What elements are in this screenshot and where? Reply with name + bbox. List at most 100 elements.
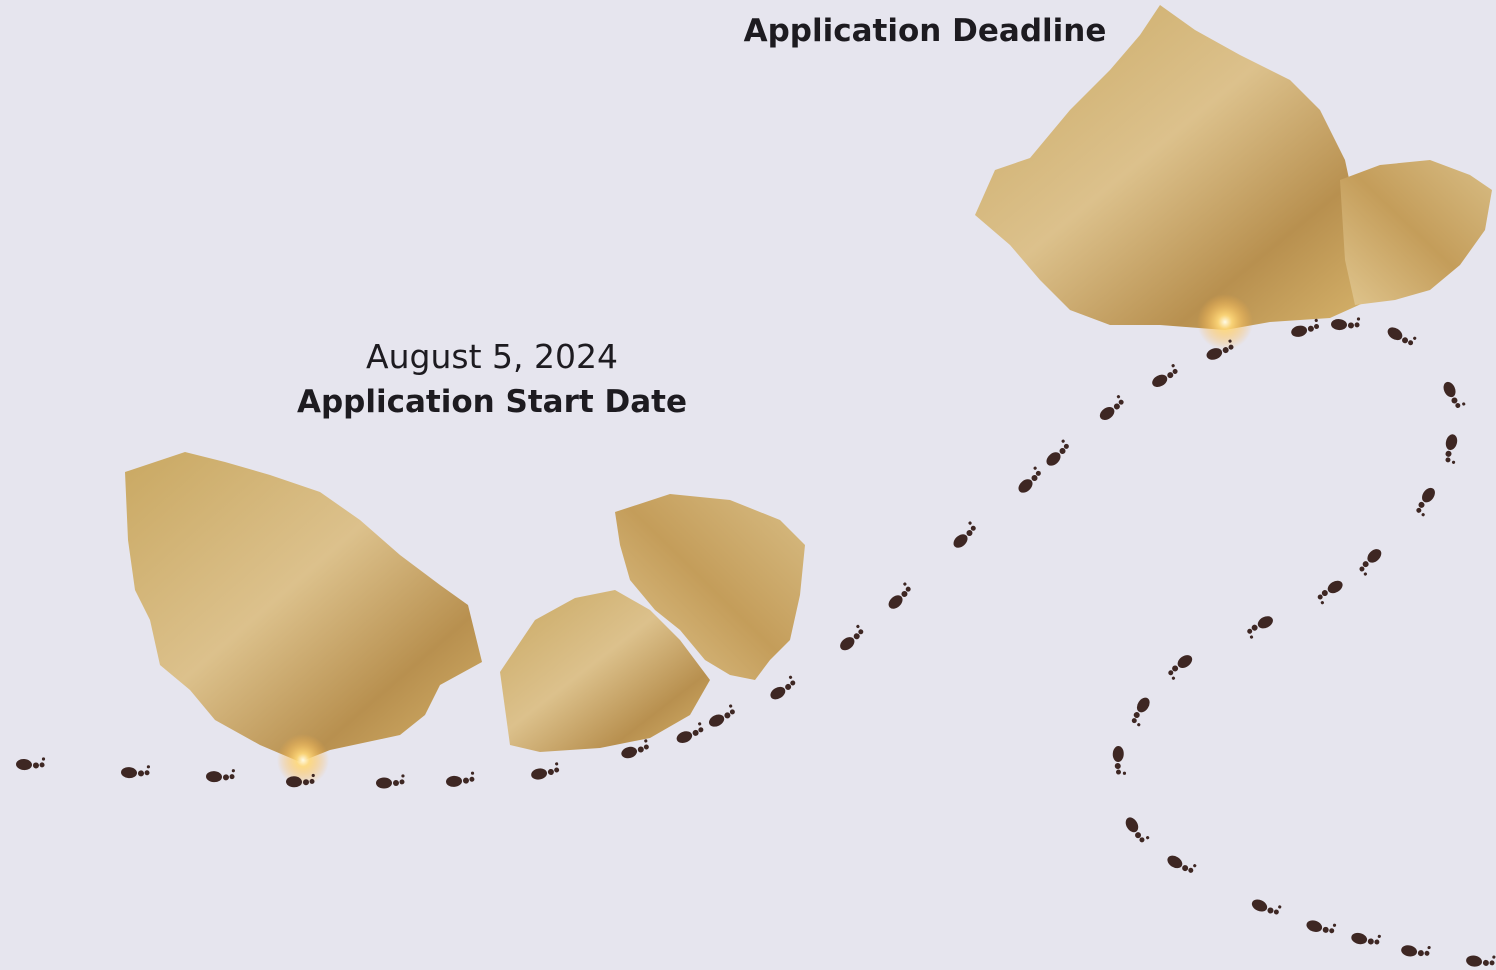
footprint (1250, 894, 1282, 919)
footprint-part (1133, 711, 1141, 719)
footprint (1165, 652, 1196, 680)
footprint-part (692, 729, 700, 737)
footprint (1165, 850, 1197, 877)
footprint-part (1363, 572, 1368, 577)
footprint-part (1427, 946, 1431, 950)
timeline-scene: August 5, 2024 Application Start Date Ap… (0, 0, 1496, 970)
footprint-part (729, 704, 733, 708)
footprint (1350, 928, 1381, 949)
footprint (376, 774, 405, 788)
footprint-part (675, 729, 694, 745)
footprint-part (698, 722, 702, 726)
footprint-part (1250, 897, 1269, 914)
footprint-part (1377, 934, 1381, 938)
footprint-part (144, 770, 149, 775)
footprint (1289, 319, 1320, 339)
footprint-part (1290, 324, 1308, 338)
footprint-part (1193, 863, 1197, 867)
footprint (706, 704, 738, 729)
footprint (1441, 379, 1466, 411)
footprint-part (1116, 769, 1121, 774)
milestone-label: Application Start Date (297, 384, 687, 420)
leaf (1340, 160, 1492, 305)
footprint (1315, 578, 1347, 605)
footprint (1123, 814, 1150, 846)
footprint-part (555, 762, 559, 766)
footprint-part (903, 582, 908, 587)
footprint (1112, 746, 1127, 775)
footprint-part (1273, 909, 1280, 916)
footprint-part (1325, 578, 1344, 596)
footprint-part (856, 624, 860, 628)
footprint-part (1320, 600, 1324, 604)
footprint (16, 755, 46, 771)
footprint (674, 722, 706, 745)
footprint-part (121, 767, 138, 779)
footprint-part (1322, 926, 1330, 934)
footprint (1331, 315, 1361, 331)
page: August 5, 2024 Application Start Date Ap… (0, 0, 1496, 970)
footprint-part (1305, 918, 1324, 933)
glow (1197, 294, 1253, 350)
footprint-part (1145, 835, 1149, 839)
footprint (1412, 485, 1440, 516)
footprint-part (1452, 460, 1456, 464)
footprint-part (1329, 928, 1335, 934)
footprint (1385, 322, 1417, 349)
footprint-part (463, 777, 469, 783)
footprint-part (206, 771, 223, 783)
footprint-part (393, 780, 399, 786)
footprint-part (1465, 954, 1482, 967)
footprint (206, 768, 235, 784)
footprint-part (1419, 485, 1437, 504)
footprint-part (401, 774, 404, 777)
footprint-part (707, 712, 726, 729)
footprint-part (1445, 450, 1452, 457)
footprint (1042, 439, 1073, 468)
footprint-part (644, 739, 648, 743)
footprint-part (376, 777, 392, 788)
footprint-part (1256, 614, 1275, 631)
footprint-part (399, 779, 404, 784)
footprint-part (1374, 939, 1380, 945)
footprint-part (530, 767, 548, 781)
milestone-label: Application Deadline (744, 13, 1107, 49)
footprint-part (471, 771, 474, 774)
footprint (530, 762, 561, 781)
footprint-part (1137, 722, 1141, 726)
footprint-part (1483, 959, 1490, 966)
footprint-part (1150, 372, 1169, 389)
footprint-part (42, 757, 45, 760)
footprint-part (1097, 404, 1116, 422)
footprint (121, 764, 150, 780)
footprint (1441, 433, 1462, 464)
footprint-part (1441, 380, 1458, 399)
footprint-part (1116, 394, 1120, 398)
footprint-part (1401, 336, 1409, 344)
footprint-part (1123, 772, 1126, 775)
footprint-part (1112, 746, 1124, 762)
footprint-part (1061, 439, 1066, 444)
footprint-part (469, 777, 474, 782)
footprint-part (1314, 319, 1318, 323)
footprint (1356, 546, 1386, 576)
footprint (767, 675, 799, 702)
footprint-part (1333, 923, 1337, 927)
footprint-part (1033, 466, 1038, 471)
footprint-part (223, 774, 229, 780)
footprint-part (1350, 931, 1368, 946)
footprint-part (1348, 322, 1354, 328)
footprint-part (643, 744, 649, 750)
footprint-part (1462, 402, 1466, 406)
footprint-part (1489, 960, 1495, 966)
footprint-part (1407, 339, 1414, 346)
footprint-part (1187, 867, 1194, 874)
footprint-part (1492, 955, 1496, 959)
footprint-part (788, 675, 792, 679)
footprint (884, 582, 915, 612)
footprint-part (229, 774, 234, 779)
milestone-date: August 5, 2024 (366, 337, 618, 376)
footprint (1127, 695, 1154, 727)
footprint-part (1445, 457, 1451, 463)
footprint (1465, 951, 1495, 969)
